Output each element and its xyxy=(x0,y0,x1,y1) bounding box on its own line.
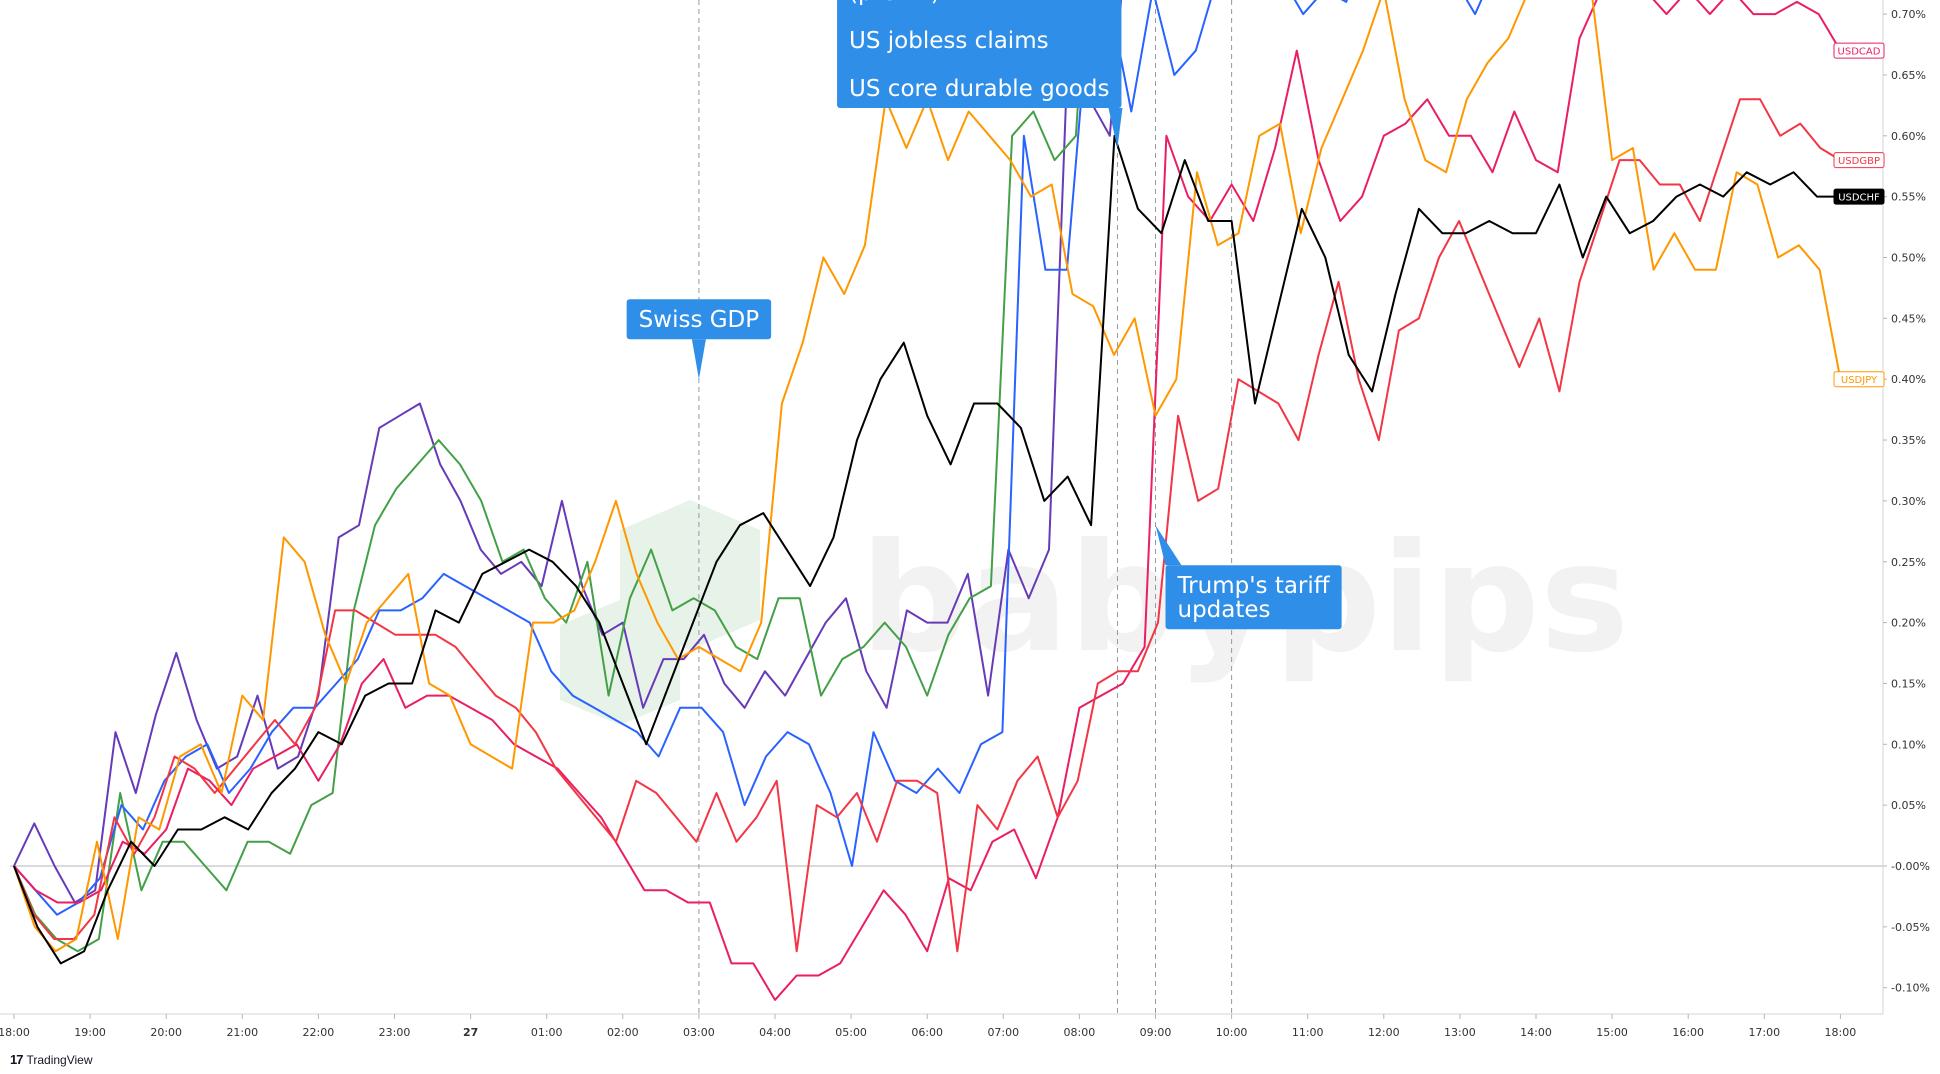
annotation-callout: Swiss GDP xyxy=(626,299,772,380)
series-label-usdgbp: USDGBP xyxy=(1838,156,1880,167)
annotation-text: updates xyxy=(1178,597,1271,623)
y-tick-label: 0.10% xyxy=(1891,738,1926,751)
tradingview-brand[interactable]: 17 TradingView xyxy=(10,1052,93,1067)
annotation-box xyxy=(1165,565,1342,630)
x-tick-label: 08:00 xyxy=(1064,1026,1096,1039)
x-tick-label: 07:00 xyxy=(987,1026,1019,1039)
watermark-cube-icon xyxy=(620,500,760,650)
annotation-text: US jobless claims xyxy=(849,28,1049,54)
series-line-usdcad xyxy=(13,0,1842,1001)
y-tick-label: 0.50% xyxy=(1891,252,1926,265)
annotation-pointer xyxy=(1108,107,1123,148)
series-label-usdjpy: USDJPY xyxy=(1841,375,1878,386)
tradingview-name: TradingView xyxy=(26,1052,93,1067)
annotation-pointer xyxy=(1155,525,1182,566)
annotation-text: Trump's tariff xyxy=(1177,573,1331,599)
y-tick-label: 0.35% xyxy=(1891,434,1926,447)
x-tick-label: 18:00 xyxy=(0,1026,30,1039)
y-tick-label: 0.30% xyxy=(1891,495,1926,508)
x-tick-label: 17:00 xyxy=(1748,1026,1780,1039)
y-tick-label: 0.65% xyxy=(1891,69,1926,82)
annotation-box xyxy=(626,299,772,340)
y-tick-label: 0.45% xyxy=(1891,312,1926,325)
series-line-usdchf xyxy=(13,134,1841,965)
series-label-box xyxy=(1833,42,1885,59)
annotation-box xyxy=(837,0,1122,108)
x-tick-label: 19:00 xyxy=(74,1026,106,1039)
series-line-usdnzd xyxy=(13,0,1086,953)
x-tick-label: 02:00 xyxy=(607,1026,639,1039)
annotation-callout: US Q4 2024 GDP(prelim)US jobless claimsU… xyxy=(837,0,1123,148)
x-tick-label: 18:00 xyxy=(1825,1026,1857,1039)
x-tick-label: 23:00 xyxy=(379,1026,411,1039)
annotation-text: US core durable goods xyxy=(849,76,1109,102)
x-tick-label: 16:00 xyxy=(1672,1026,1704,1039)
y-tick-label: 0.15% xyxy=(1891,677,1926,690)
x-tick-label: 27 xyxy=(463,1026,478,1039)
x-tick-label: 05:00 xyxy=(835,1026,867,1039)
series-line-usdgbp xyxy=(13,98,1841,953)
y-tick-label: 0.55% xyxy=(1891,191,1926,204)
y-tick-label: 0.70% xyxy=(1891,8,1926,21)
series-label-usdchf: USDCHF xyxy=(1838,193,1880,204)
x-tick-label: 11:00 xyxy=(1292,1026,1324,1039)
x-tick-label: 22:00 xyxy=(303,1026,335,1039)
y-tick-label: 0.20% xyxy=(1891,617,1926,630)
y-tick-label: -0.10% xyxy=(1891,982,1930,995)
y-tick-label: -0.05% xyxy=(1891,921,1930,934)
y-tick-label: 0.60% xyxy=(1891,130,1926,143)
axes: 0.70% 0.65% 0.60% 0.55% 0.50% 0.45% 0.40% 0.35%… xyxy=(0,0,1930,1039)
y-tick-label: -0.00% xyxy=(1891,860,1930,873)
series-label-box xyxy=(1833,188,1885,205)
x-tick-label: 13:00 xyxy=(1444,1026,1476,1039)
y-tick-label: 0.40% xyxy=(1891,373,1926,386)
x-tick-label: 09:00 xyxy=(1140,1026,1172,1039)
series-label-usdcad: USDCAD xyxy=(1838,47,1881,58)
annotation-text: Swiss GDP xyxy=(639,307,760,333)
event-lines xyxy=(698,0,1233,1014)
x-tick-label: 10:00 xyxy=(1216,1026,1248,1039)
y-tick-label: 0.05% xyxy=(1891,799,1926,812)
x-tick-label: 20:00 xyxy=(150,1026,182,1039)
x-tick-label: 12:00 xyxy=(1368,1026,1400,1039)
series-line-usdeur xyxy=(13,0,1483,916)
x-tick-label: 21:00 xyxy=(226,1026,258,1039)
annotation-pointer xyxy=(691,339,706,380)
series-label-box xyxy=(1833,152,1885,169)
x-tick-label: 14:00 xyxy=(1520,1026,1552,1039)
y-tick-label: 0.25% xyxy=(1891,556,1926,569)
series-labels: USDAUDUSDNZDUSDEURUSDCADUSDGBPUSDCHFUSDJ… xyxy=(1833,42,1885,388)
x-tick-label: 03:00 xyxy=(683,1026,715,1039)
series-label-box xyxy=(1833,371,1885,388)
annotation-text: (prelim) xyxy=(849,0,940,6)
tradingview-logo-icon: 17 xyxy=(10,1052,24,1067)
x-tick-label: 15:00 xyxy=(1596,1026,1628,1039)
x-tick-label: 06:00 xyxy=(911,1026,943,1039)
x-tick-label: 01:00 xyxy=(531,1026,563,1039)
x-tick-label: 04:00 xyxy=(759,1026,791,1039)
